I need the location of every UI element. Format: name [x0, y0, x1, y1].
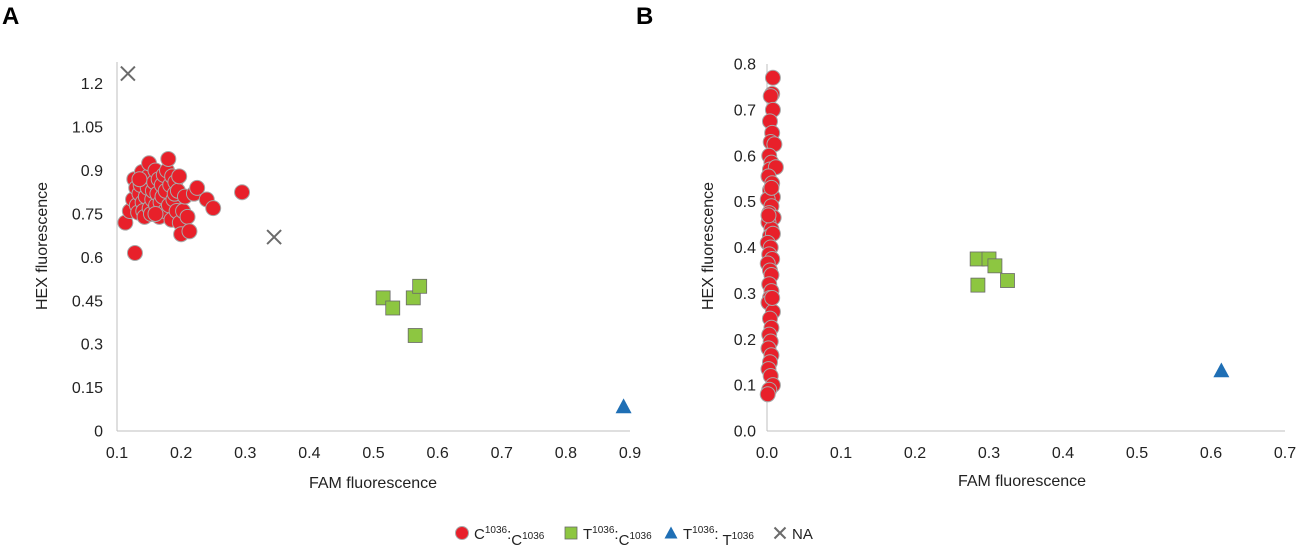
x-tick-label: 0.7 — [491, 445, 513, 462]
panel-label: B — [636, 3, 653, 30]
point-cc — [160, 150, 177, 167]
x-axis-title: FAM fluorescence — [309, 475, 437, 492]
point-cc — [205, 200, 222, 217]
point-cc — [234, 184, 251, 201]
y-tick-label: 0.6 — [81, 250, 103, 267]
legend-marker-na — [773, 526, 787, 540]
x-tick-label: 0.1 — [106, 445, 128, 462]
x-tick-label: 0.6 — [427, 445, 449, 462]
legend-label: T1036:C1036 — [583, 525, 652, 546]
x-tick-label: 0.6 — [1200, 445, 1222, 462]
point-cc — [189, 179, 206, 196]
point-na — [120, 65, 136, 82]
y-tick-label: 0.45 — [72, 293, 103, 310]
point-tc — [987, 258, 1003, 274]
y-tick-label: 0.1 — [734, 378, 756, 395]
y-tick-label: 0.8 — [734, 57, 756, 74]
point-cc — [171, 168, 188, 185]
x-tick-label: 0.7 — [1274, 445, 1296, 462]
point-cc — [147, 205, 164, 222]
y-tick-label: 0.3 — [81, 337, 103, 354]
legend-marker-cc — [455, 526, 469, 540]
legend: C1036:C1036 T1036:C1036 T1036: T1036 NA — [455, 525, 813, 546]
y-tick-label: 0.7 — [734, 102, 756, 119]
point-tc — [970, 277, 986, 293]
y-tick-label: 0.9 — [81, 163, 103, 180]
point-na — [266, 229, 282, 245]
point-cc — [764, 69, 781, 86]
legend-item-tc: T1036:C1036 — [564, 525, 652, 546]
point-tc — [1000, 273, 1015, 288]
point-cc — [131, 171, 148, 188]
x-tick-label: 0.9 — [619, 445, 641, 462]
point-cc — [764, 289, 781, 306]
point-tt — [1213, 362, 1230, 378]
y-tick-label: 0.2 — [734, 332, 756, 349]
x-tick-label: 0.0 — [756, 445, 778, 462]
point-cc — [126, 245, 143, 262]
y-tick-label: 0.5 — [734, 194, 756, 211]
x-tick-label: 0.3 — [978, 445, 1000, 462]
point-cc — [760, 207, 777, 224]
point-tt — [615, 398, 632, 414]
y-tick-label: 0.0 — [734, 424, 756, 441]
point-cc — [759, 386, 776, 403]
legend-label: NA — [792, 526, 813, 543]
y-axis-title: HEX fluorescence — [34, 182, 51, 310]
legend-marker-tt — [664, 526, 678, 539]
point-cc — [179, 208, 196, 225]
y-tick-label: 1.05 — [72, 120, 103, 137]
x-tick-label: 0.4 — [298, 445, 320, 462]
point-cc — [762, 88, 779, 105]
x-tick-label: 0.3 — [234, 445, 256, 462]
legend-label: T1036: T1036 — [683, 525, 754, 546]
x-tick-label: 0.5 — [362, 445, 384, 462]
y-tick-label: 0.3 — [734, 286, 756, 303]
legend-item-cc: C1036:C1036 — [455, 525, 545, 546]
x-tick-label: 0.8 — [555, 445, 577, 462]
y-tick-label: 0.4 — [734, 240, 756, 257]
y-tick-label: 0.6 — [734, 148, 756, 165]
x-tick-label: 0.5 — [1126, 445, 1148, 462]
y-tick-label: 0 — [94, 424, 103, 441]
legend-item-tt: T1036: T1036 — [664, 525, 754, 546]
panel-a: A 0 0.15 0.3 0.45 0.6 0.75 0.9 1.05 1.2 0.1 0.2 0.3 0… — [2, 3, 641, 492]
y-tick-label: 1.2 — [81, 76, 103, 93]
point-tc — [412, 278, 428, 294]
x-tick-label: 0.2 — [904, 445, 926, 462]
panel-label: A — [2, 3, 19, 30]
y-tick-label: 0.75 — [72, 206, 103, 223]
y-axis-title: HEX fluorescence — [700, 182, 717, 310]
point-cc — [763, 179, 780, 196]
legend-label: C1036:C1036 — [474, 525, 545, 546]
point-cc — [181, 223, 198, 240]
x-tick-label: 0.2 — [170, 445, 192, 462]
legend-marker-tc — [564, 526, 578, 540]
panel-b: B 0.0 0.1 0.2 0.3 0.4 0.5 0.6 0.7 0.8 0.0 0.1 0.2 0.3… — [636, 3, 1296, 490]
y-tick-label: 0.15 — [72, 380, 103, 397]
x-tick-label: 0.1 — [830, 445, 852, 462]
x-axis-title: FAM fluorescence — [958, 473, 1086, 490]
point-tc — [385, 300, 401, 316]
x-tick-label: 0.4 — [1052, 445, 1074, 462]
legend-item-na: NA — [773, 526, 813, 543]
point-tc — [407, 328, 423, 343]
